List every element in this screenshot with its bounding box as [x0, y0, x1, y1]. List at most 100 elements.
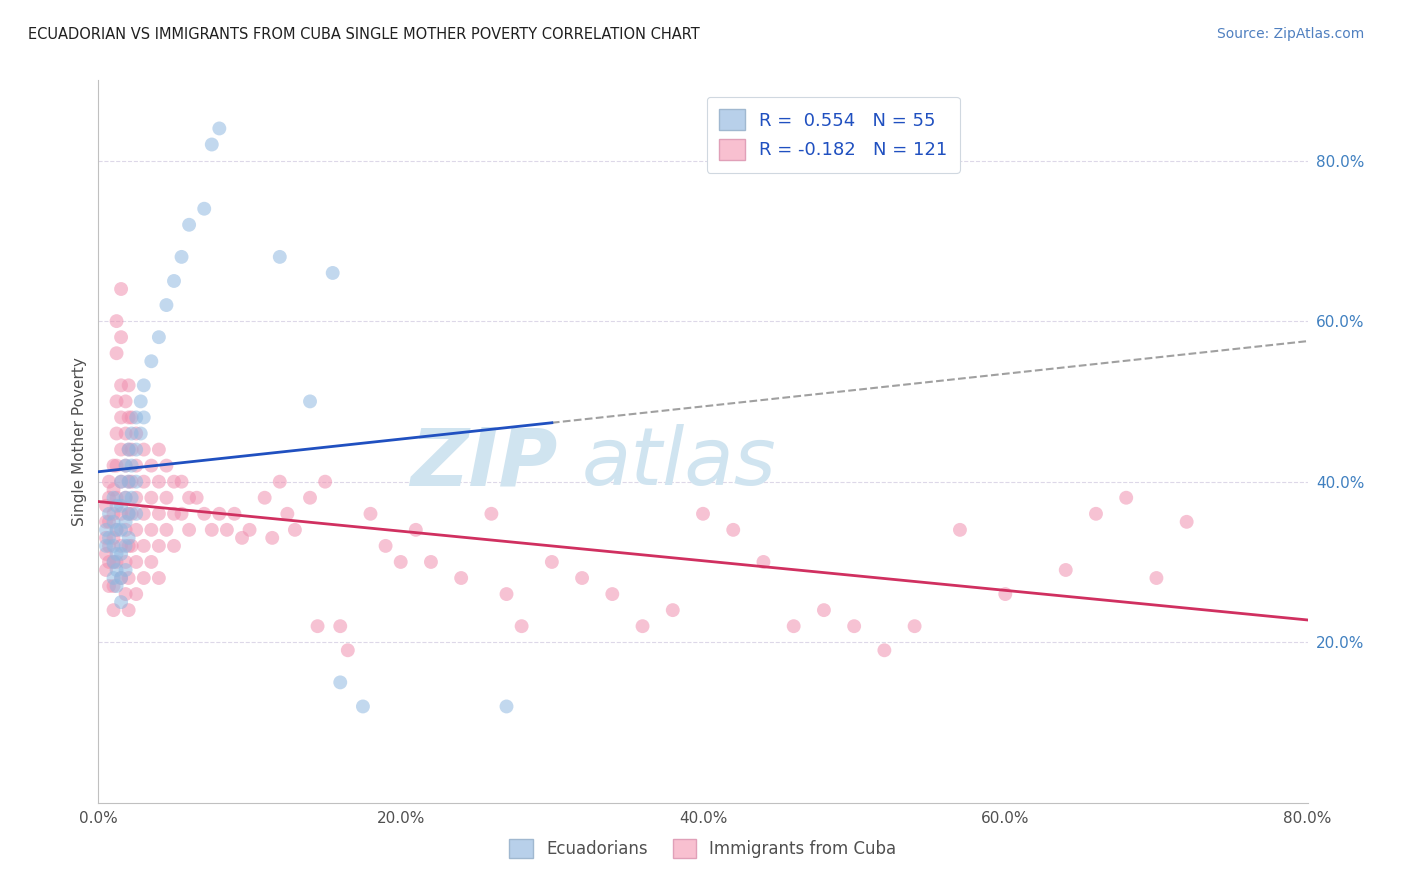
Point — [114, 458, 136, 473]
Point — [103, 531, 125, 545]
Point — [374, 539, 396, 553]
Point — [299, 394, 322, 409]
Point — [141, 354, 163, 368]
Point — [844, 619, 866, 633]
Point — [193, 202, 215, 216]
Point — [262, 531, 284, 545]
Point — [179, 491, 201, 505]
Point — [170, 475, 193, 489]
Point — [105, 314, 128, 328]
Point — [114, 539, 136, 553]
Point — [121, 491, 143, 505]
Point — [239, 523, 262, 537]
Point — [98, 491, 121, 505]
Point — [110, 442, 132, 457]
Point — [121, 539, 143, 553]
Point — [114, 523, 136, 537]
Point — [105, 426, 128, 441]
Point — [1144, 571, 1167, 585]
Point — [405, 523, 427, 537]
Point — [105, 555, 128, 569]
Point — [114, 394, 136, 409]
Point — [110, 282, 132, 296]
Point — [661, 603, 683, 617]
Point — [141, 458, 163, 473]
Point — [208, 121, 231, 136]
Point — [110, 378, 132, 392]
Point — [132, 378, 155, 392]
Point — [103, 491, 125, 505]
Point — [322, 266, 344, 280]
Point — [631, 619, 654, 633]
Point — [103, 515, 125, 529]
Point — [105, 491, 128, 505]
Point — [114, 491, 136, 505]
Point — [118, 603, 141, 617]
Point — [110, 410, 132, 425]
Point — [110, 523, 132, 537]
Point — [179, 523, 201, 537]
Point — [98, 507, 121, 521]
Point — [692, 507, 714, 521]
Point — [125, 410, 148, 425]
Point — [110, 547, 132, 561]
Point — [141, 555, 163, 569]
Point — [125, 587, 148, 601]
Text: Source: ZipAtlas.com: Source: ZipAtlas.com — [1216, 27, 1364, 41]
Point — [121, 442, 143, 457]
Point — [269, 250, 291, 264]
Point — [105, 458, 128, 473]
Point — [98, 475, 121, 489]
Point — [179, 218, 201, 232]
Point — [540, 555, 562, 569]
Point — [163, 274, 186, 288]
Point — [114, 563, 136, 577]
Point — [1054, 563, 1077, 577]
Point — [98, 515, 121, 529]
Point — [105, 579, 128, 593]
Point — [752, 555, 775, 569]
Point — [114, 555, 136, 569]
Point — [103, 571, 125, 585]
Point — [329, 619, 352, 633]
Point — [155, 458, 177, 473]
Point — [125, 475, 148, 489]
Point — [148, 539, 170, 553]
Point — [103, 555, 125, 569]
Point — [141, 491, 163, 505]
Point — [495, 587, 517, 601]
Point — [132, 539, 155, 553]
Point — [813, 603, 835, 617]
Point — [307, 619, 329, 633]
Point — [148, 330, 170, 344]
Point — [284, 523, 307, 537]
Point — [949, 523, 972, 537]
Point — [276, 507, 298, 521]
Point — [602, 587, 624, 601]
Point — [110, 330, 132, 344]
Point — [103, 539, 125, 553]
Point — [224, 507, 246, 521]
Point — [132, 442, 155, 457]
Point — [148, 442, 170, 457]
Point — [193, 507, 215, 521]
Point — [118, 531, 141, 545]
Point — [336, 643, 359, 657]
Point — [1175, 515, 1198, 529]
Point — [118, 410, 141, 425]
Point — [155, 491, 177, 505]
Point — [269, 475, 291, 489]
Point — [163, 507, 186, 521]
Point — [110, 507, 132, 521]
Point — [103, 483, 125, 497]
Point — [125, 523, 148, 537]
Point — [121, 410, 143, 425]
Point — [103, 579, 125, 593]
Point — [103, 507, 125, 521]
Point — [121, 475, 143, 489]
Point — [299, 491, 322, 505]
Point — [118, 442, 141, 457]
Point — [94, 531, 117, 545]
Point — [105, 523, 128, 537]
Point — [201, 523, 224, 537]
